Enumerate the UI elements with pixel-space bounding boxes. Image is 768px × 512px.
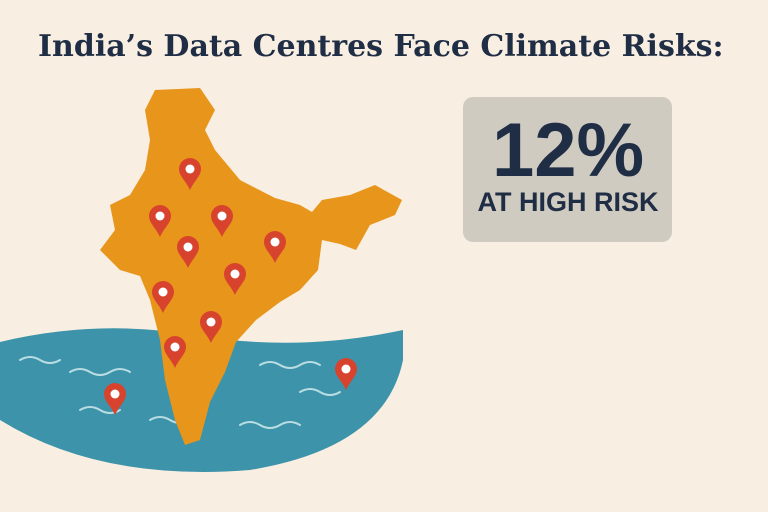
pin: [164, 336, 186, 368]
pin: [264, 231, 286, 263]
waves: [19, 356, 341, 429]
pin-dot: [230, 269, 240, 279]
pin: [149, 205, 171, 237]
pin-dot: [183, 242, 193, 252]
pin-dot: [110, 389, 120, 399]
title: India’s Data Centres Face Climate Risks:: [38, 29, 724, 64]
pin-dot: [185, 164, 195, 174]
pin: [152, 281, 174, 313]
pin: [224, 263, 246, 295]
pin-dot: [155, 211, 165, 221]
pin: [200, 311, 222, 343]
pin-dot: [158, 287, 168, 297]
pin: [177, 236, 199, 268]
pin-dot: [270, 237, 280, 247]
stat-value: 12%: [492, 108, 644, 193]
pins: [104, 158, 357, 415]
pin-dot: [341, 364, 351, 374]
stat-background: [463, 97, 672, 242]
pin: [211, 205, 233, 237]
pin-dot: [170, 342, 180, 352]
pin: [335, 358, 357, 390]
pin-dot: [206, 317, 216, 327]
pin: [104, 383, 126, 415]
stat-label: AT HIGH RISK: [478, 187, 659, 217]
stat-box: 12% AT HIGH RISK: [463, 97, 672, 242]
pin: [179, 158, 201, 190]
pin-dot: [217, 211, 227, 221]
